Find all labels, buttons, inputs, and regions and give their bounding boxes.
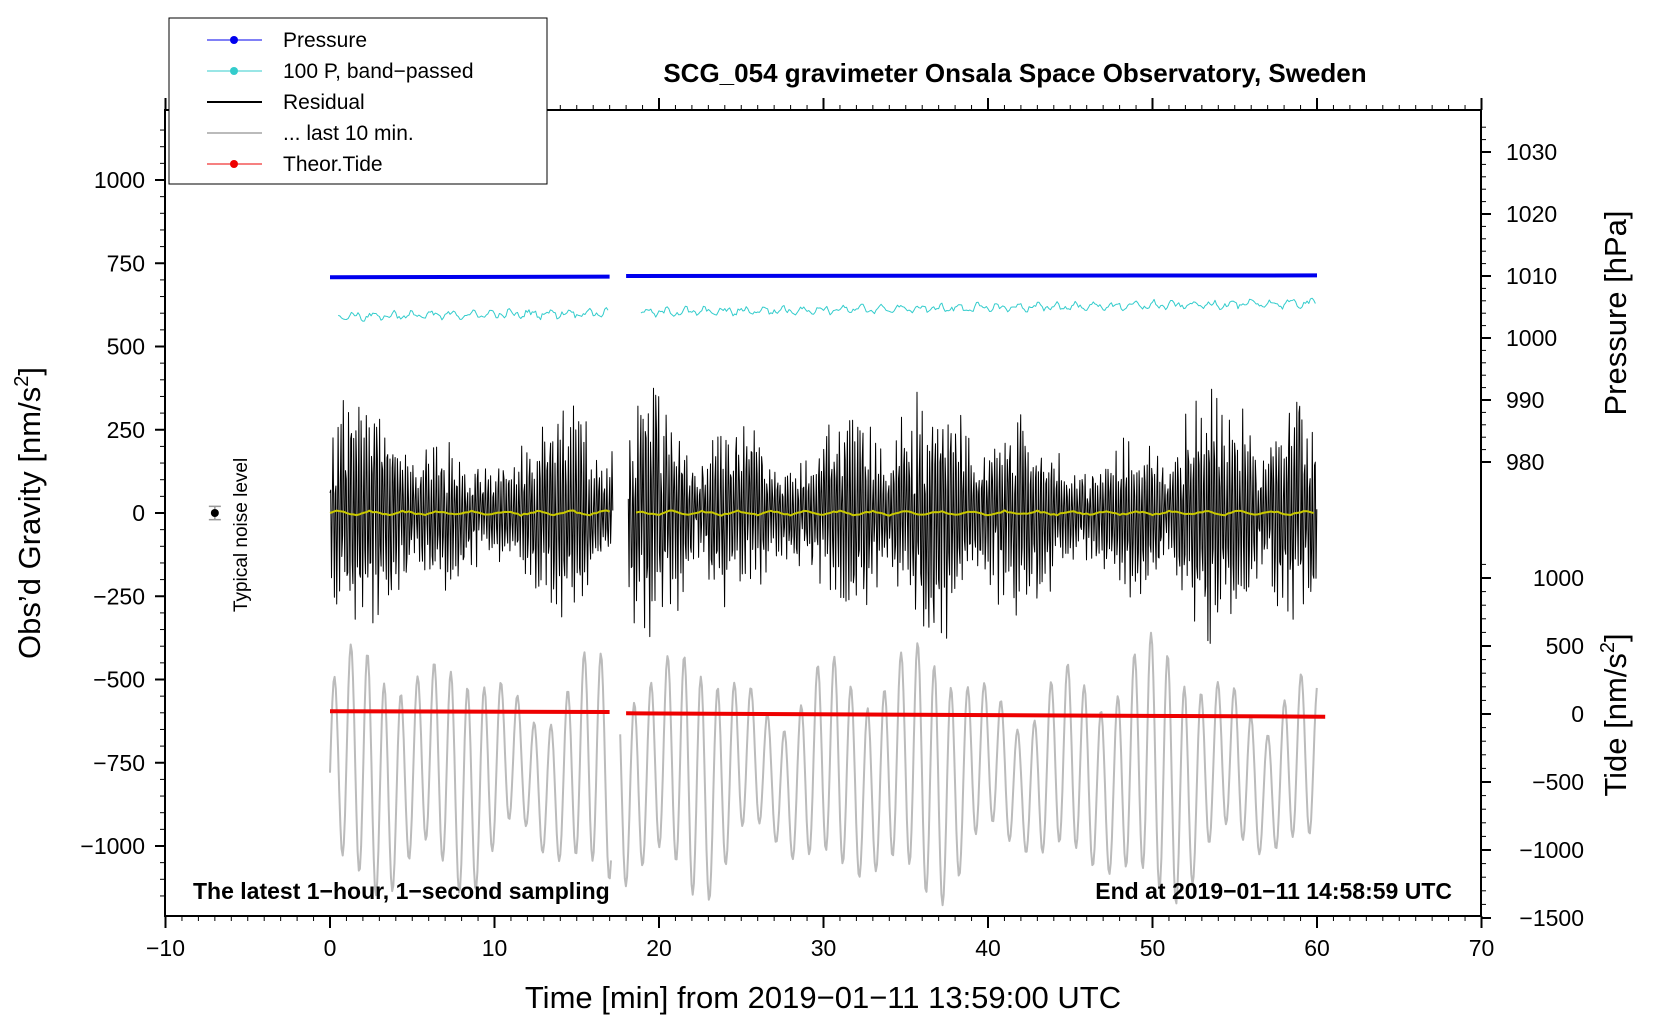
annotation-left: The latest 1−hour, 1−second sampling	[193, 878, 610, 904]
series-theor-tide-line	[626, 711, 1326, 719]
y-tide-label-sup: 2	[1597, 642, 1619, 653]
x-tick-label: 0	[324, 935, 337, 961]
y-pressure-tick-label: 990	[1506, 387, 1544, 413]
y-left-tick-label: −1000	[80, 833, 145, 859]
y-pressure-tick-label: 1030	[1506, 139, 1557, 165]
y-left-tick-label: 0	[132, 500, 145, 526]
x-tick-label: 30	[811, 935, 837, 961]
legend: Pressure 100 P, band−passed Residual ... la…	[168, 17, 548, 185]
x-tick-label: 10	[482, 935, 508, 961]
y-left-tick-label: −500	[93, 667, 145, 693]
x-tick-label: 60	[1304, 935, 1330, 961]
y-tide-tick-label: −500	[1532, 769, 1584, 795]
y-pressure-tick-label: 1020	[1506, 201, 1557, 227]
legend-label: Residual	[283, 91, 365, 114]
legend-label: ... last 10 min.	[283, 122, 414, 145]
series-last10min-line	[619, 631, 1318, 907]
y-axis-tide: 1000 500 0 −500 −1000 −1500	[1481, 563, 1584, 931]
x-tick-label: 40	[975, 935, 1001, 961]
x-tick-label: 70	[1469, 935, 1495, 961]
legend-swatch-dot	[230, 67, 238, 75]
y-left-tick-label: 500	[107, 334, 145, 360]
y-tide-label-close: ]	[1598, 633, 1633, 642]
legend-label: 100 P, band−passed	[283, 60, 474, 83]
y-left-tick-label: −750	[93, 750, 145, 776]
y-pressure-tick-label: 1010	[1506, 263, 1557, 289]
x-axis-label: Time [min] from 2019−01−11 13:59:00 UTC	[525, 980, 1121, 1015]
y-axis-pressure: 1030 1020 1010 1000 990 980	[1481, 126, 1557, 475]
x-axis: −10 0 10 20 30 40 50 60 70	[146, 98, 1494, 961]
y-axis-left-label: Obs’d Gravity [nm/s2]	[11, 367, 47, 659]
y-axis-pressure-label: Pressure [hPa]	[1598, 210, 1633, 415]
x-tick-label: 20	[646, 935, 672, 961]
series-pressure-line	[329, 274, 610, 280]
y-pressure-tick-label: 1000	[1506, 325, 1557, 351]
y-left-label-close: ]	[12, 367, 47, 376]
y-left-tick-label: 750	[107, 250, 145, 276]
series-residual-line	[329, 400, 614, 624]
y-pressure-tick-label: 980	[1506, 449, 1544, 475]
series-lowpass-line	[329, 509, 610, 517]
y-tide-label-main: Tide [nm/s	[1598, 653, 1633, 797]
series-bandpassed-pressure-line	[640, 297, 1316, 318]
y-tide-tick-label: 0	[1571, 701, 1584, 727]
y-left-label-sup: 2	[11, 376, 33, 387]
series-theor-tide-line	[329, 709, 610, 714]
y-axis-left: 1000 750 500 250 0 −250 −500 −750 −1000	[80, 129, 165, 897]
y-tide-tick-label: 1000	[1533, 565, 1584, 591]
series-residual-line	[627, 387, 1318, 644]
y-axis-tide-label: Tide [nm/s2]	[1597, 633, 1633, 796]
y-left-label-main: Obs’d Gravity [nm/s	[12, 387, 47, 659]
y-tide-tick-label: −1500	[1519, 905, 1584, 931]
series-last10min-line	[329, 643, 612, 897]
series-group	[329, 273, 1326, 907]
series-lowpass-line	[635, 509, 1314, 517]
x-tick-label: 50	[1140, 935, 1166, 961]
legend-label: Pressure	[283, 29, 367, 52]
y-left-tick-label: 250	[107, 417, 145, 443]
legend-label: Theor.Tide	[283, 153, 383, 176]
noise-marker-group	[208, 505, 221, 521]
y-left-tick-label: −250	[93, 583, 145, 609]
annotation-right: End at 2019−01−11 14:58:59 UTC	[1095, 878, 1452, 904]
noise-label: Typical noise level	[231, 458, 252, 612]
y-tide-tick-label: −1000	[1519, 837, 1584, 863]
series-pressure-line	[626, 273, 1318, 278]
legend-swatch-dot	[230, 160, 238, 168]
y-left-tick-label: 1000	[94, 167, 145, 193]
noise-dot	[210, 509, 219, 517]
y-tide-tick-label: 500	[1546, 633, 1584, 659]
x-tick-label: −10	[146, 935, 185, 961]
legend-swatch-dot	[230, 36, 238, 44]
series-bandpassed-pressure-line	[338, 307, 609, 322]
chart-title: SCG_054 gravimeter Onsala Space Observat…	[663, 58, 1366, 88]
